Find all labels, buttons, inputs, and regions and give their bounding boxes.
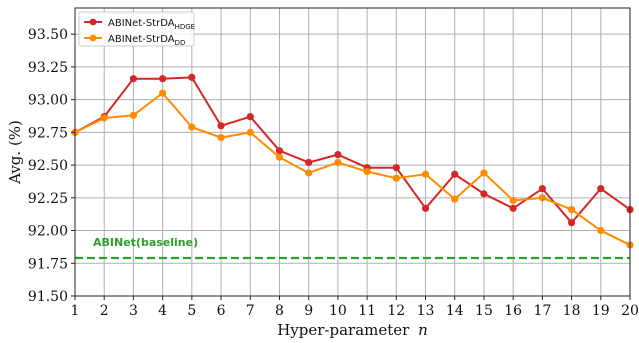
data-point [217, 134, 225, 142]
data-point [509, 204, 517, 212]
series-dd [71, 89, 634, 249]
data-point [217, 122, 225, 130]
data-point [392, 164, 400, 172]
baseline-group: ABINet(baseline) [75, 236, 630, 260]
x-tick-label: 10 [329, 303, 347, 319]
series-line [74, 92, 631, 246]
series-layer [71, 73, 634, 249]
data-point [480, 169, 488, 177]
x-tick-label: 2 [100, 303, 109, 319]
x-tick-label: 5 [187, 303, 196, 319]
legend-label: ABINet-StrDAHDGE [108, 18, 195, 31]
x-tick-label: 12 [387, 303, 405, 319]
x-tick-label: 13 [417, 303, 435, 319]
data-point [334, 151, 342, 159]
data-point [100, 114, 108, 122]
y-tick-label: 93.25 [28, 60, 68, 76]
y-tick-label: 93.00 [28, 93, 68, 109]
x-tick-label: 20 [621, 303, 639, 319]
x-tick-label: 11 [358, 303, 376, 319]
x-tick-label: 14 [446, 303, 464, 319]
x-axis-ticks: 1 2 3 4 5 6 7 8 9 10 11 12 13 14 15 16 17 18 19 20 [71, 296, 639, 319]
data-point [480, 190, 488, 198]
data-point [159, 89, 167, 97]
x-tick-label: 4 [158, 303, 167, 319]
y-tick-label: 92.50 [28, 158, 68, 174]
data-point [567, 206, 576, 214]
data-point [567, 219, 576, 227]
data-point [421, 204, 430, 212]
data-point [305, 158, 313, 167]
x-axis-label-var: n [418, 321, 428, 339]
x-tick-label: 6 [217, 303, 226, 319]
data-point [159, 75, 167, 83]
data-point [188, 73, 196, 81]
data-point [538, 194, 546, 202]
legend-label-subscript: DD [175, 39, 186, 47]
series-line [74, 76, 631, 224]
series-hdge [71, 73, 634, 227]
data-point [597, 185, 605, 193]
data-point [188, 123, 196, 131]
data-point [246, 113, 254, 121]
x-tick-label: 18 [563, 303, 581, 319]
data-point [275, 147, 284, 155]
y-tick-label: 92.00 [28, 224, 68, 240]
data-point [392, 174, 400, 182]
data-point [129, 75, 138, 83]
x-tick-label: 17 [533, 303, 551, 319]
x-tick-label: 9 [304, 303, 313, 319]
data-point [305, 169, 313, 177]
x-tick-label: 8 [275, 303, 284, 319]
data-point [451, 195, 459, 203]
data-point [421, 170, 430, 178]
y-axis-ticks: 91.50 91.75 92.00 92.25 92.50 92.75 93.00 93.25… [28, 27, 75, 305]
legend-label: ABINet-StrDADD [108, 34, 185, 47]
grid [74, 8, 631, 297]
plot-frame [74, 7, 631, 297]
data-point [509, 196, 517, 205]
legend-box [78, 11, 195, 47]
x-axis-label-text: Hyper-parameter [277, 321, 410, 339]
legend-marker [89, 18, 97, 26]
baseline-label: ABINet(baseline) [93, 236, 198, 249]
x-tick-label: 15 [475, 303, 493, 319]
data-point [451, 170, 459, 178]
y-tick-label: 91.50 [28, 289, 68, 305]
y-tick-label: 92.75 [28, 125, 68, 141]
x-tick-label: 7 [246, 303, 255, 319]
x-tick-label: 1 [71, 303, 80, 319]
x-axis-label: Hyper-parameter n [277, 321, 428, 339]
legend-label-main: ABINet-StrDA [108, 18, 175, 29]
x-tick-label: 19 [592, 303, 610, 319]
legend-label-subscript: HDGE [175, 23, 196, 31]
y-tick-label: 92.25 [28, 191, 68, 207]
x-tick-label: 3 [129, 303, 138, 319]
data-point [246, 128, 254, 136]
data-point [129, 111, 138, 119]
data-point [363, 168, 371, 176]
legend-item: ABINet-StrDAHDGE [84, 18, 195, 31]
data-point [597, 226, 605, 235]
legend-marker [89, 34, 97, 42]
data-point [275, 153, 284, 161]
y-tick-label: 91.75 [28, 256, 68, 272]
data-point [334, 158, 342, 167]
legend-label-main: ABINet-StrDA [108, 34, 175, 45]
y-tick-label: 93.50 [28, 27, 68, 43]
legend-item: ABINet-StrDADD [84, 34, 185, 47]
y-axis-label: Avg. (%) [6, 120, 24, 185]
data-point [538, 185, 546, 193]
x-tick-label: 16 [504, 303, 522, 319]
